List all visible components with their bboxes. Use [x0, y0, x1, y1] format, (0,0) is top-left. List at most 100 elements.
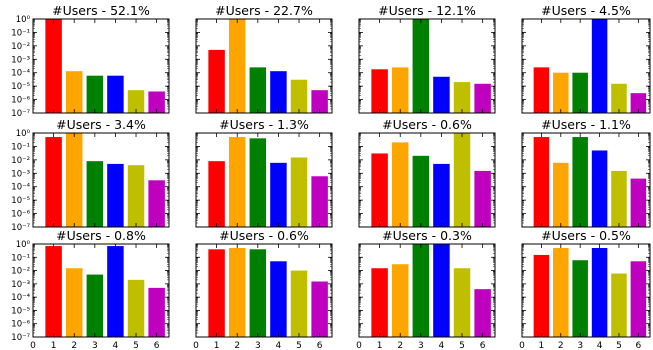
bar [553, 72, 569, 113]
bar [591, 248, 608, 337]
y-tick-label: 10⁰ [16, 15, 31, 25]
subplot-1: 10⁻⁷ 10⁻⁶ 10⁻⁵ 10⁻⁴ 10⁻³ 10⁻² 10⁻¹ 10⁰ #Users - … [11, 3, 170, 119]
bar [86, 274, 104, 337]
x-tick-label: 6 [154, 341, 160, 350]
y-tick-label: 10⁻³ [11, 280, 30, 290]
bar [572, 260, 588, 337]
y-tick-label: 10⁻⁴ [11, 183, 30, 193]
x-tick-label: 5 [296, 341, 302, 350]
bar [249, 249, 267, 337]
subplot-4: #Users - 4.5% [521, 3, 651, 114]
x-tick-label: 2 [558, 341, 564, 350]
x-tick-label: 4 [113, 341, 119, 350]
bar [391, 264, 409, 337]
bar [412, 19, 430, 113]
y-tick-label: 10⁻⁶ [11, 96, 30, 106]
bar [371, 268, 388, 337]
y-tick-label: 10⁻⁶ [11, 210, 30, 220]
subplot-title: #Users - 12.1% [378, 3, 476, 18]
y-tick-label: 10⁻⁵ [11, 196, 30, 206]
bar [45, 19, 62, 113]
y-tick-label: 10⁻¹ [11, 28, 30, 38]
subplot-8: #Users - 1.1% [521, 117, 651, 228]
bar [65, 268, 83, 337]
x-tick-label: 2 [397, 341, 403, 350]
plot-frame [358, 243, 496, 338]
subplot-title: #Users - 0.3% [382, 228, 472, 243]
y-tick-label: 10⁻³ [11, 169, 30, 179]
subplot-5: 10⁻⁷ 10⁻⁶ 10⁻⁵ 10⁻⁴ 10⁻³ 10⁻² 10⁻¹ 10⁰ #Users - … [11, 117, 170, 233]
bar [290, 79, 308, 113]
bar [453, 133, 471, 227]
x-tick-label: 3 [92, 341, 98, 350]
x-tick-label: 1 [51, 341, 57, 350]
subplot-12: 0 1 2 3 4 5 6 #Users - 0.5% [519, 228, 651, 350]
plot-frame [195, 132, 333, 228]
bar [630, 261, 647, 337]
bar [611, 83, 627, 113]
bar [290, 270, 308, 337]
y-tick-label: 10⁻¹ [11, 253, 30, 263]
bar [553, 248, 569, 337]
bar [86, 75, 104, 113]
bar [127, 165, 145, 227]
subplot-7: #Users - 0.6% [358, 117, 496, 228]
bar [148, 287, 165, 337]
bar [371, 153, 388, 227]
bar [433, 163, 450, 227]
bar [270, 162, 287, 227]
x-tick-label: 6 [480, 341, 486, 350]
x-tick-label: 4 [276, 341, 282, 350]
subplot-title: #Users - 0.8% [56, 228, 146, 243]
bar [572, 72, 588, 113]
plot-frame [32, 243, 170, 338]
subplot-11: 0 1 2 3 4 5 6 #Users - 0.3% [356, 228, 496, 350]
plot-frame [195, 18, 333, 114]
y-tick-label: 10⁻³ [11, 55, 30, 65]
bar [208, 49, 225, 113]
y-tick-label: 10⁻⁷ [11, 109, 30, 119]
subplot-title: #Users - 52.1% [52, 3, 150, 18]
plot-frame [358, 18, 496, 114]
y-tick-label: 10⁰ [16, 240, 31, 250]
subplot-title: #Users - 0.6% [382, 117, 472, 132]
subplot-9: 10⁻⁷ 10⁻⁶ 10⁻⁵ 10⁻⁴ 10⁻³ 10⁻² 10⁻¹ 10⁰ 0 1 2 3 4 5 6 #U… [11, 228, 170, 350]
x-tick-label: 5 [616, 341, 622, 350]
y-tick-label: 10⁻⁴ [11, 69, 30, 79]
bar [228, 19, 246, 113]
bar [572, 137, 588, 227]
y-tick-label: 10⁻⁵ [11, 82, 30, 92]
bar [107, 246, 124, 337]
bar [412, 155, 430, 227]
subplot-10: 0 1 2 3 4 5 6 #Users - 0.6% [193, 228, 333, 350]
x-tick-label: 3 [418, 341, 424, 350]
subplot-3: #Users - 12.1% [358, 3, 496, 114]
subplot-title: #Users - 3.4% [56, 117, 146, 132]
bar [474, 83, 491, 113]
subplot-title: #Users - 22.7% [215, 3, 313, 18]
x-tick-label: 0 [519, 341, 525, 350]
x-tick-label: 4 [439, 341, 445, 350]
x-tick-label: 6 [635, 341, 641, 350]
plot-frame [195, 243, 333, 338]
bar [630, 178, 647, 227]
bar [107, 163, 124, 227]
subplot-title: #Users - 4.5% [541, 3, 631, 18]
bar [391, 67, 409, 113]
bar [311, 90, 328, 113]
bar [86, 161, 104, 227]
x-tick-label: 3 [255, 341, 261, 350]
bar [553, 162, 569, 227]
x-tick-label: 0 [30, 341, 36, 350]
x-tick-label: 2 [71, 341, 77, 350]
subplot-2: #Users - 22.7% [195, 3, 333, 114]
bar [45, 137, 62, 227]
bar [611, 273, 627, 337]
y-tick-label: 10⁻¹ [11, 142, 30, 152]
subplot-6: #Users - 1.3% [195, 117, 333, 228]
bar [208, 249, 225, 337]
y-tick-label: 10⁻⁶ [11, 320, 30, 330]
bar [228, 248, 246, 337]
y-tick-label: 10⁻² [11, 156, 30, 166]
bar [453, 82, 471, 113]
